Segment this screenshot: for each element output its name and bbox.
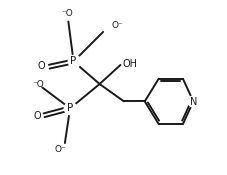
Text: O⁻: O⁻ [55, 145, 67, 154]
Text: P: P [70, 57, 77, 66]
Text: P: P [67, 103, 73, 113]
Text: OH: OH [123, 59, 138, 69]
Text: O⁻: O⁻ [112, 21, 123, 30]
Text: O: O [33, 111, 41, 121]
Text: O: O [38, 61, 45, 71]
Text: ⁻O: ⁻O [33, 80, 44, 89]
Text: N: N [190, 97, 197, 107]
Text: ⁻O: ⁻O [62, 9, 73, 18]
